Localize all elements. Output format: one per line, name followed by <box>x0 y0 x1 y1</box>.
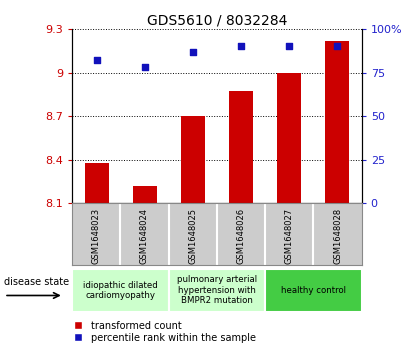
Point <box>238 44 244 49</box>
Text: GSM1648027: GSM1648027 <box>285 208 294 264</box>
Text: GSM1648026: GSM1648026 <box>236 208 245 264</box>
Text: pulmonary arterial
hypertension with
BMPR2 mutation: pulmonary arterial hypertension with BMP… <box>177 276 257 305</box>
Point <box>94 57 100 63</box>
Point <box>333 44 340 49</box>
Bar <box>229 91 253 203</box>
Text: disease state: disease state <box>4 277 69 287</box>
Bar <box>169 269 265 312</box>
Text: healthy control: healthy control <box>281 286 346 295</box>
Point <box>142 65 148 70</box>
Text: idiopathic dilated
cardiomyopathy: idiopathic dilated cardiomyopathy <box>83 281 157 300</box>
Legend: transformed count, percentile rank within the sample: transformed count, percentile rank withi… <box>69 321 256 343</box>
Bar <box>265 269 362 312</box>
Bar <box>72 269 169 312</box>
Text: GSM1648024: GSM1648024 <box>140 208 149 264</box>
Text: GSM1648025: GSM1648025 <box>188 208 197 264</box>
Title: GDS5610 / 8032284: GDS5610 / 8032284 <box>147 14 287 28</box>
Bar <box>277 73 300 203</box>
Text: GSM1648028: GSM1648028 <box>333 208 342 264</box>
Bar <box>133 186 157 203</box>
Point <box>189 49 196 54</box>
Point <box>285 44 292 49</box>
Text: GSM1648023: GSM1648023 <box>92 208 101 264</box>
Bar <box>85 163 109 203</box>
Bar <box>325 41 349 203</box>
Bar <box>181 116 205 203</box>
